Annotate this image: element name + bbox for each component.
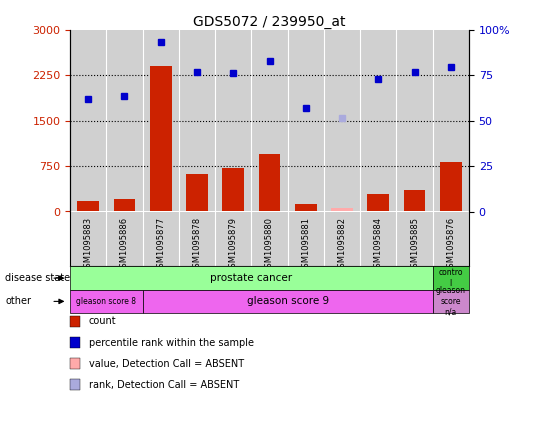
Bar <box>223 168 244 212</box>
Text: gleason score 8: gleason score 8 <box>77 297 136 306</box>
Bar <box>404 190 425 212</box>
Text: GSM1095879: GSM1095879 <box>229 217 238 273</box>
Text: GSM1095884: GSM1095884 <box>374 217 383 273</box>
Text: GSM1095883: GSM1095883 <box>84 217 93 273</box>
Bar <box>331 208 353 212</box>
Bar <box>440 162 462 212</box>
Text: gleason score 9: gleason score 9 <box>246 297 329 306</box>
Text: GSM1095877: GSM1095877 <box>156 217 165 273</box>
Bar <box>150 66 171 212</box>
Text: other: other <box>5 297 31 306</box>
Text: GSM1095882: GSM1095882 <box>337 217 347 273</box>
Text: gleason
score
n/a: gleason score n/a <box>436 286 466 316</box>
Text: disease state: disease state <box>5 273 71 283</box>
Bar <box>186 174 208 212</box>
Text: GSM1095878: GSM1095878 <box>192 217 202 273</box>
Text: percentile rank within the sample: percentile rank within the sample <box>89 338 254 348</box>
Bar <box>259 154 280 212</box>
Text: GSM1095881: GSM1095881 <box>301 217 310 273</box>
Text: GSM1095886: GSM1095886 <box>120 217 129 273</box>
Text: GSM1095885: GSM1095885 <box>410 217 419 273</box>
Bar <box>70 290 143 313</box>
Bar <box>295 204 316 212</box>
Text: value, Detection Call = ABSENT: value, Detection Call = ABSENT <box>89 359 244 369</box>
Text: count: count <box>89 316 116 327</box>
Bar <box>433 290 469 313</box>
Title: GDS5072 / 239950_at: GDS5072 / 239950_at <box>194 14 345 29</box>
Text: GSM1095880: GSM1095880 <box>265 217 274 273</box>
Text: prostate cancer: prostate cancer <box>210 273 293 283</box>
Bar <box>433 266 469 290</box>
Bar <box>368 194 389 212</box>
Text: GSM1095876: GSM1095876 <box>446 217 455 273</box>
Bar <box>114 199 135 212</box>
Text: rank, Detection Call = ABSENT: rank, Detection Call = ABSENT <box>89 380 239 390</box>
Bar <box>143 290 433 313</box>
Text: contro
l: contro l <box>439 269 463 288</box>
Bar <box>77 201 99 212</box>
